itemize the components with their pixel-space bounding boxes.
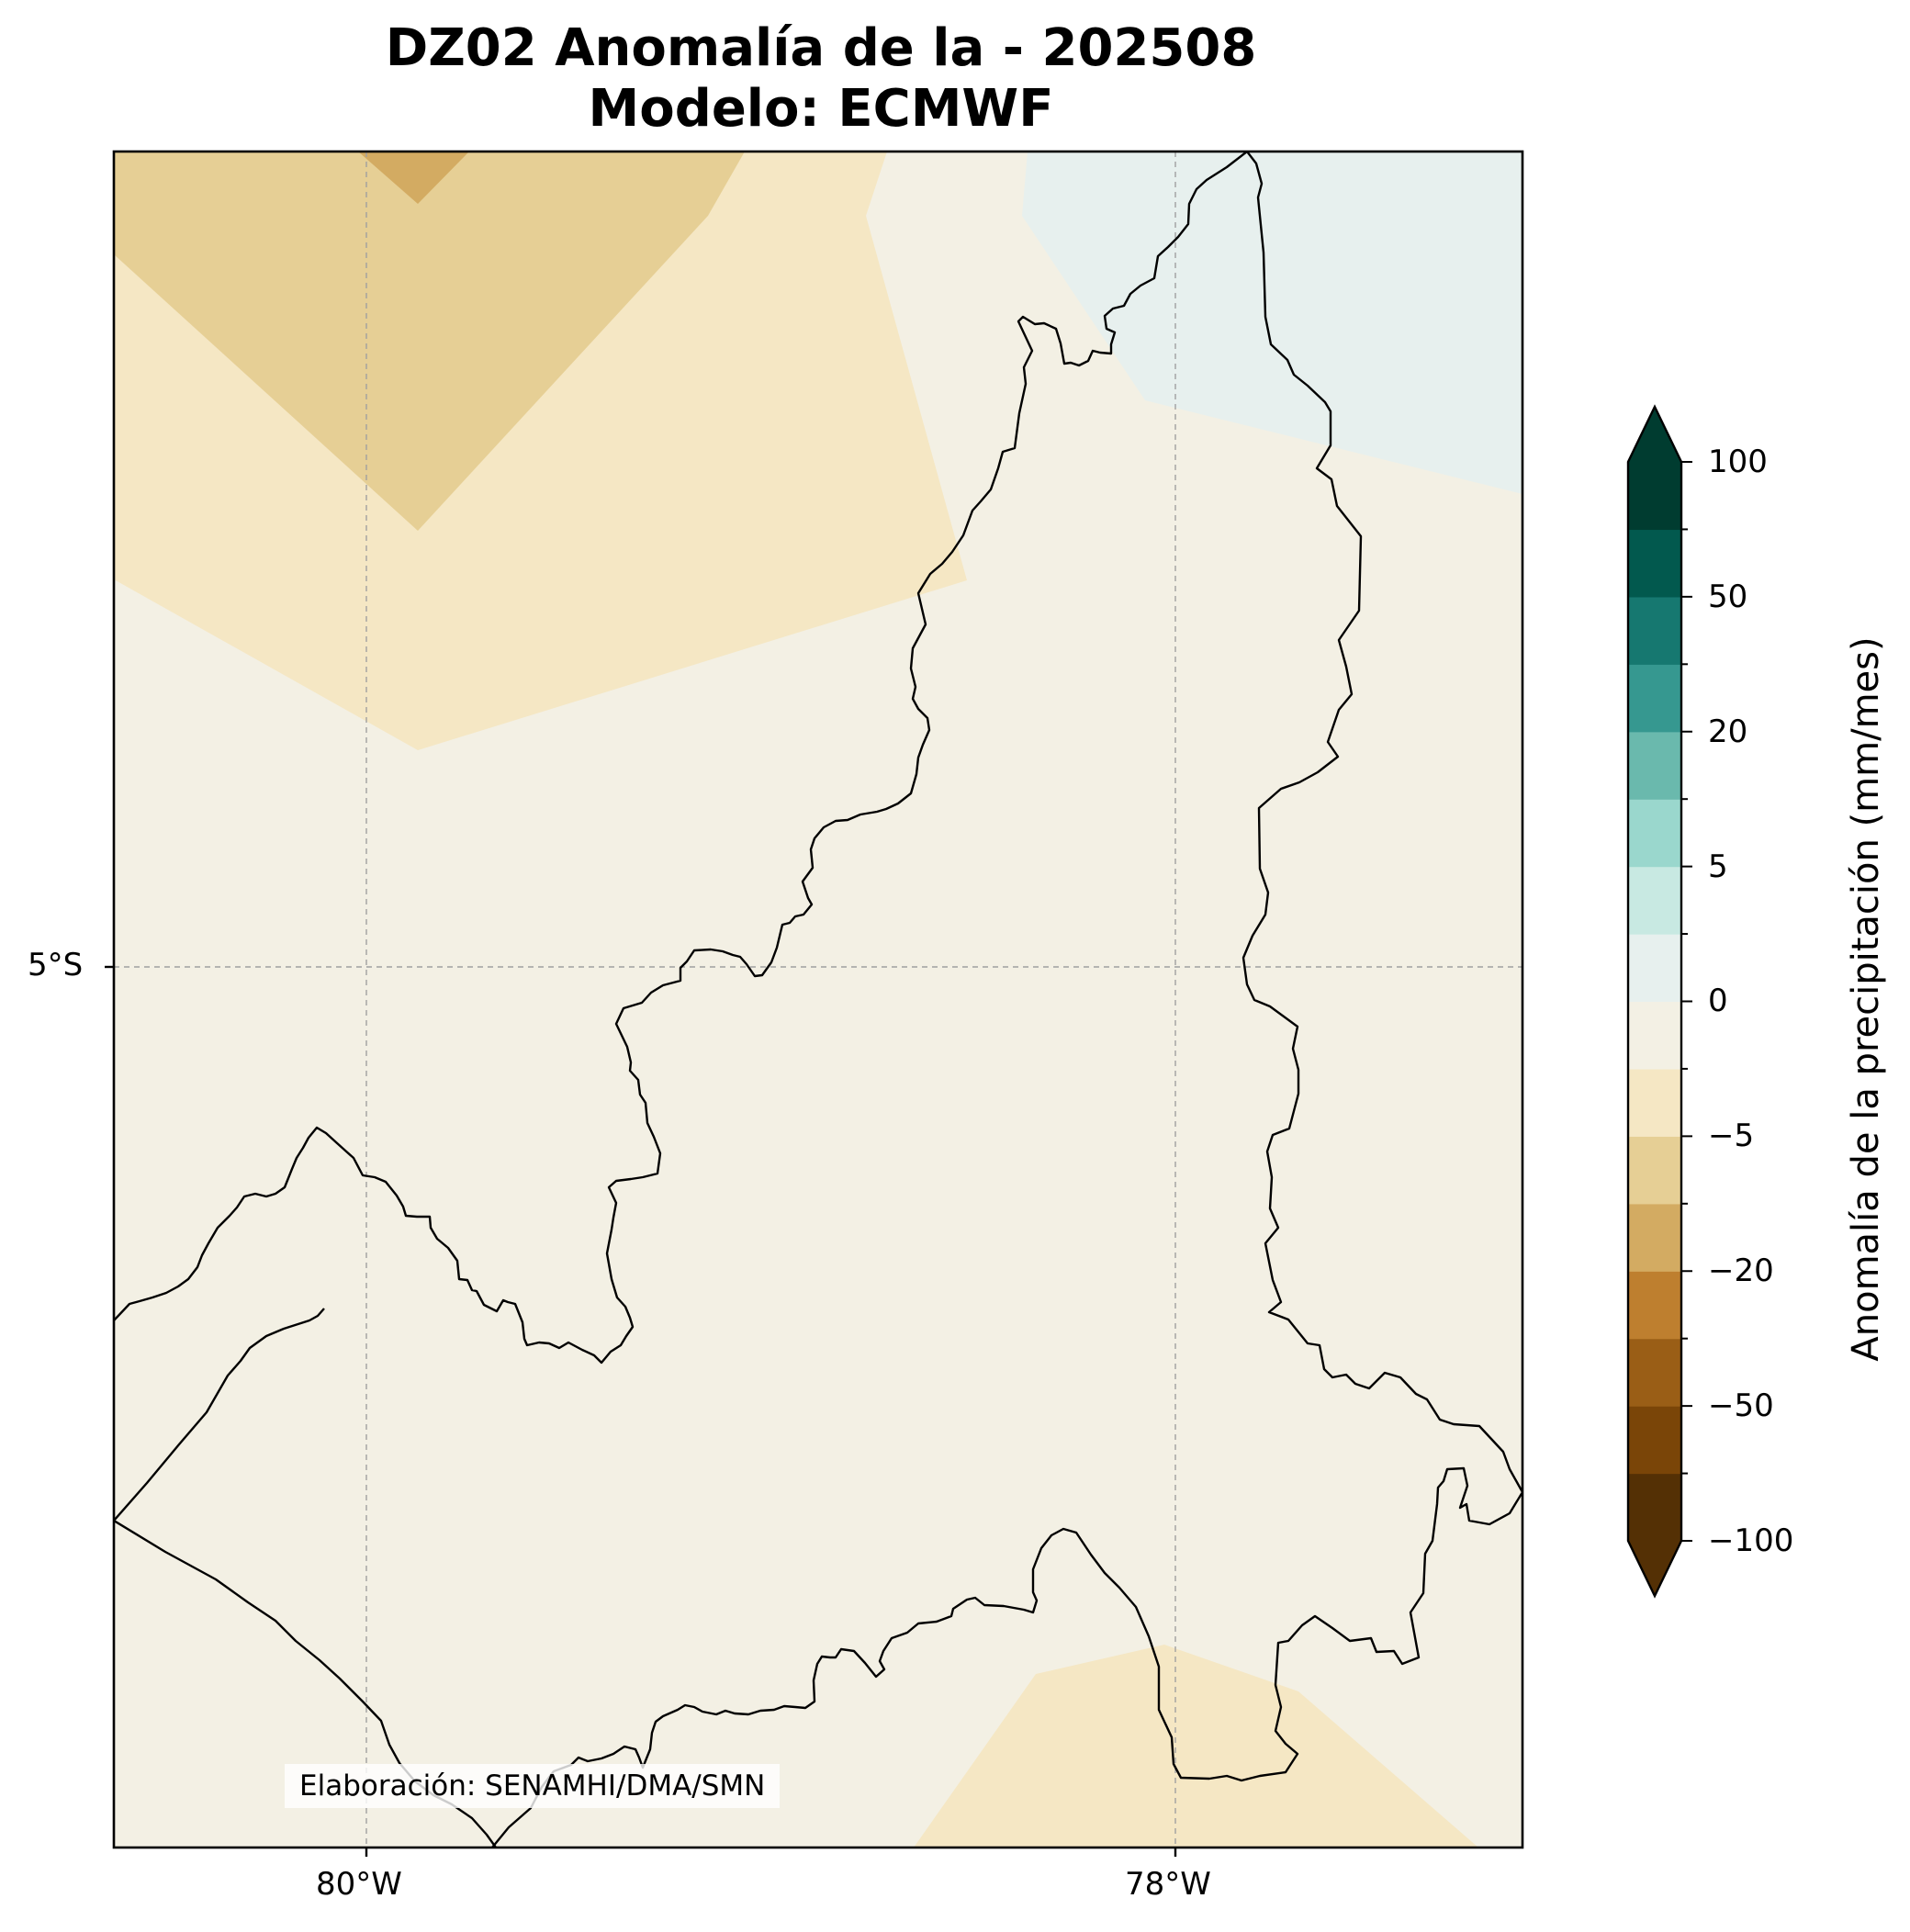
colorbar-segment [1628, 1271, 1681, 1340]
colorbar-tick-label: 5 [1708, 848, 1728, 885]
colorbar-segment [1628, 1473, 1681, 1542]
colorbar [1626, 404, 1692, 1599]
colorbar-tick-label: 50 [1708, 578, 1748, 615]
axis-ticks [105, 965, 1177, 1857]
colorbar-segment [1628, 462, 1681, 531]
colorbar-segment [1628, 1068, 1681, 1137]
anomaly-strong-dry-region-north [358, 152, 469, 204]
colorbar-tick-label: 20 [1708, 713, 1748, 750]
colorbar-segment [1628, 731, 1681, 800]
anomaly-weak-dry-region-south [914, 1645, 1478, 1848]
anomaly-weak-wet-region-northeast [1022, 152, 1522, 494]
colorbar-segment [1628, 1001, 1681, 1070]
colorbar-tick-label: −20 [1708, 1252, 1774, 1289]
colorbar-segment [1628, 934, 1681, 1003]
colorbar-segment [1628, 1136, 1681, 1205]
colorbar-segment [1628, 1406, 1681, 1475]
north-boundary-loop [114, 152, 1248, 1365]
colorbar-segment [1628, 664, 1681, 733]
gridlines [114, 152, 1522, 1848]
lon-label-80w: 80°W [316, 1866, 402, 1903]
colorbar-extend-high [1628, 407, 1681, 462]
colorbar-segment [1628, 1338, 1681, 1407]
map-subtitle: Modelo: ECMWF [588, 79, 1054, 139]
colorbar-tick-label: −5 [1708, 1118, 1755, 1154]
colorbar-title: Anomalía de la precipitación (mm/mes) [1845, 636, 1887, 1362]
colorbar-segment [1628, 529, 1681, 598]
colorbar-tick-label: 0 [1708, 983, 1728, 1019]
anomaly-field [114, 152, 1522, 1848]
anomaly-moderate-dry-region-north [114, 152, 745, 531]
colorbar-tick-label: −100 [1708, 1522, 1794, 1559]
colorbar-segment [1628, 1203, 1681, 1272]
credit-label: Elaboración: SENAMHI/DMA/SMN [285, 1764, 781, 1808]
colorbar-tick-label: −50 [1708, 1387, 1774, 1424]
colorbar-segment [1628, 596, 1681, 665]
lat-label-5s: 5°S [28, 947, 84, 983]
region-boundary [491, 152, 1522, 1848]
colorbar-extend-low [1628, 1541, 1681, 1596]
colorbar-tick-label: 100 [1708, 444, 1768, 480]
lon-label-78w: 78°W [1125, 1866, 1211, 1903]
map-title: DZ02 Anomalía de la - 202508 [385, 18, 1257, 78]
colorbar-segment [1628, 866, 1681, 935]
colorbar-segment [1628, 799, 1681, 868]
coast-boundary-west [114, 1308, 325, 1522]
map-frame [112, 150, 1524, 1849]
